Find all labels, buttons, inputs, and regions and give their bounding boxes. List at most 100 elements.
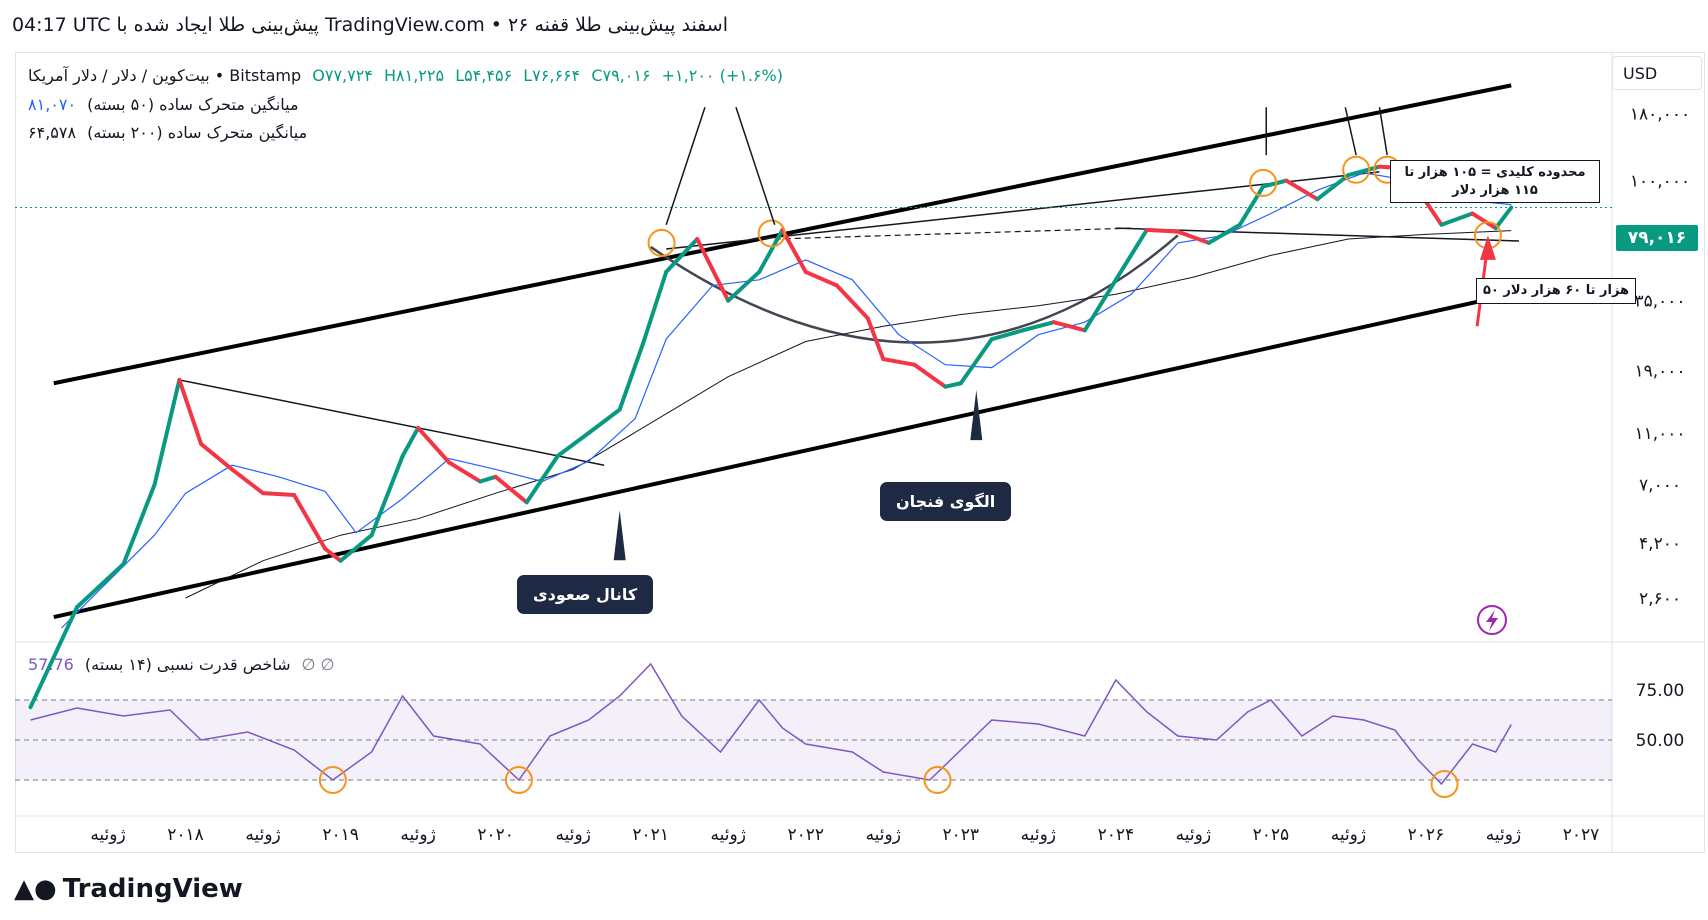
price-touch-circle-0 (647, 228, 676, 257)
price-tick-label-1: ۱۰۰,۰۰۰ (1630, 172, 1690, 192)
rsi-touch-circle-1 (504, 766, 533, 794)
price-segment-14 (416, 425, 452, 465)
price-segment-45 (1284, 178, 1320, 202)
time-tick-label-2: ژوئیه (245, 825, 280, 845)
sma200-line (185, 230, 1512, 599)
key-zone-callout: محدوده کلیدی = ۱۰۵ هزار تا ۱۱۵ هزار دلار (1390, 160, 1600, 204)
price-touch-circle-1 (757, 219, 786, 248)
time-tick-label-11: ۲۰۲۳ (943, 825, 980, 845)
price-segment-18 (524, 453, 560, 505)
legend-sma50-label: میانگین متحرک ساده (۵۰ بسته) (87, 95, 299, 114)
price-segment-28 (803, 269, 839, 288)
black-arrow-1 (735, 106, 776, 225)
time-tick-label-1: ۲۰۱۸ (167, 825, 204, 845)
price-segment-31 (881, 357, 917, 367)
legend-symbol-row: بیت‌کوین / دلار / دلار آمریکا • Bitstamp… (28, 66, 789, 85)
legend-sma200-row[interactable]: میانگین متحرک ساده (۲۰۰ بسته) ۶۴,۵۷۸ (28, 123, 313, 142)
price-segment-3 (121, 482, 157, 566)
rsi-touch-circle-3 (1430, 770, 1459, 798)
time-tick-label-3: ۲۰۱۹ (322, 825, 359, 845)
time-tick-label-6: ژوئیه (555, 825, 590, 845)
rsi-touch-circle-2 (923, 766, 952, 794)
channel-upper-line (53, 83, 1512, 386)
black-arrow-3 (1344, 107, 1357, 156)
red-arrow-head (1479, 235, 1496, 260)
price-segment-9 (292, 492, 328, 551)
currency-selector[interactable]: USD (1612, 56, 1702, 90)
descending-trendline (179, 379, 605, 466)
channel-label-pointer (613, 510, 626, 561)
lightning-icon-bolt (1486, 610, 1498, 631)
price-tick-label-6: ۷,۰۰۰ (1639, 476, 1681, 496)
price-segment-2 (75, 561, 126, 610)
tradingview-logo-text: TradingView (62, 874, 243, 904)
price-segment-19 (555, 431, 591, 458)
price-segment-1 (28, 605, 80, 710)
price-segment-36 (1020, 320, 1056, 333)
price-segment-22 (640, 269, 669, 346)
legend-close: C۷۹,۰۱۶ (591, 66, 651, 85)
price-segment-46 (1315, 173, 1351, 202)
ascending-channel-label: کانال صعودی (517, 575, 654, 614)
chart-frame (15, 52, 1705, 853)
price-segment-39 (1113, 227, 1149, 282)
cup-label-pointer (970, 390, 983, 441)
legend-sma200-label: میانگین متحرک ساده (۲۰۰ بسته) (87, 123, 308, 142)
price-segment-21 (617, 341, 645, 412)
legend-open: O۷۷,۷۲۴ (312, 66, 373, 85)
legend-symbol[interactable]: بیت‌کوین / دلار / دلار آمریکا • Bitstamp (28, 66, 302, 85)
legend-high: H۸۱,۲۲۵ (384, 66, 445, 85)
price-segment-20 (586, 407, 622, 436)
price-tick-label-3: ۳۵,۰۰۰ (1634, 292, 1685, 312)
time-tick-label-13: ۲۰۲۴ (1098, 825, 1135, 845)
black-arrow-0 (665, 106, 706, 225)
price-segment-16 (478, 474, 498, 484)
price-segment-4 (152, 377, 182, 487)
lightning-icon-ring (1477, 605, 1507, 635)
price-segment-11 (338, 533, 374, 563)
price-segment-7 (230, 467, 266, 496)
time-tick-label-5: ۲۰۲۰ (477, 825, 514, 845)
cup-pattern-label: الگوی فنجان (880, 482, 1012, 521)
time-tick-label-17: ۲۰۲۶ (1408, 825, 1445, 845)
support-trendline (1115, 227, 1519, 242)
legend-low: L۵۴,۴۵۶ (455, 66, 513, 85)
price-tick-label-4: ۱۹,۰۰۰ (1634, 362, 1685, 382)
time-tick-label-9: ۲۰۲۲ (787, 825, 824, 845)
last-price-label: ۷۹,۰۱۶ (1616, 225, 1698, 251)
price-segment-23 (664, 237, 700, 274)
header-time: 04:17 UTC (12, 14, 111, 36)
price-segment-8 (261, 491, 297, 497)
support-zone-callout: ۵۰ هزار تا ۶۰ هزار دلار (1476, 278, 1637, 304)
price-segment-29 (834, 283, 870, 321)
price-segment-6 (199, 441, 235, 472)
tradingview-logo[interactable]: ▲● TradingView (14, 874, 243, 904)
price-tick-label-8: ۲,۶۰۰ (1639, 589, 1681, 609)
header-title: پیش‌بینی طلا ایجاد شده با TradingView.co… (116, 14, 728, 36)
neckline-dashed (774, 227, 1132, 240)
lightning-icon (1477, 605, 1507, 635)
legend-low-2: L۷۶,۶۶۴ (523, 66, 581, 85)
price-segment-35 (989, 328, 1025, 342)
price-tick-label-7: ۴,۲۰۰ (1639, 534, 1681, 554)
legend-sma50-value: ۸۱,۰۷۰ (28, 95, 77, 114)
rsi-tick-label-1: 50.00 (1636, 731, 1685, 751)
price-segment-13 (400, 425, 421, 458)
time-tick-label-12: ژوئیه (1021, 825, 1056, 845)
legend-rsi-value: 57.76 (28, 655, 74, 674)
price-segment-32 (912, 362, 948, 389)
legend-rsi-row[interactable]: شاخص قدرت نسبی (۱۴ بسته) 57.76 ∅ ∅ (28, 655, 341, 674)
price-segment-24 (695, 237, 731, 303)
price-segment-17 (493, 474, 529, 505)
rsi-line (30, 662, 1512, 786)
time-tick-label-0: ژوئیه (90, 825, 125, 845)
rsi-band (15, 700, 1612, 780)
legend-sma50-row[interactable]: میانگین متحرک ساده (۵۰ بسته) ۸۱,۰۷۰ (28, 95, 305, 114)
time-tick-label-4: ژوئیه (400, 825, 435, 845)
price-segment-33 (943, 381, 963, 389)
black-arrow-4 (1378, 107, 1388, 156)
page-header: 04:17 UTC پیش‌بینی طلا ایجاد شده با Trad… (12, 14, 728, 36)
time-tick-label-10: ژوئیه (866, 825, 901, 845)
price-segment-41 (1175, 229, 1211, 245)
